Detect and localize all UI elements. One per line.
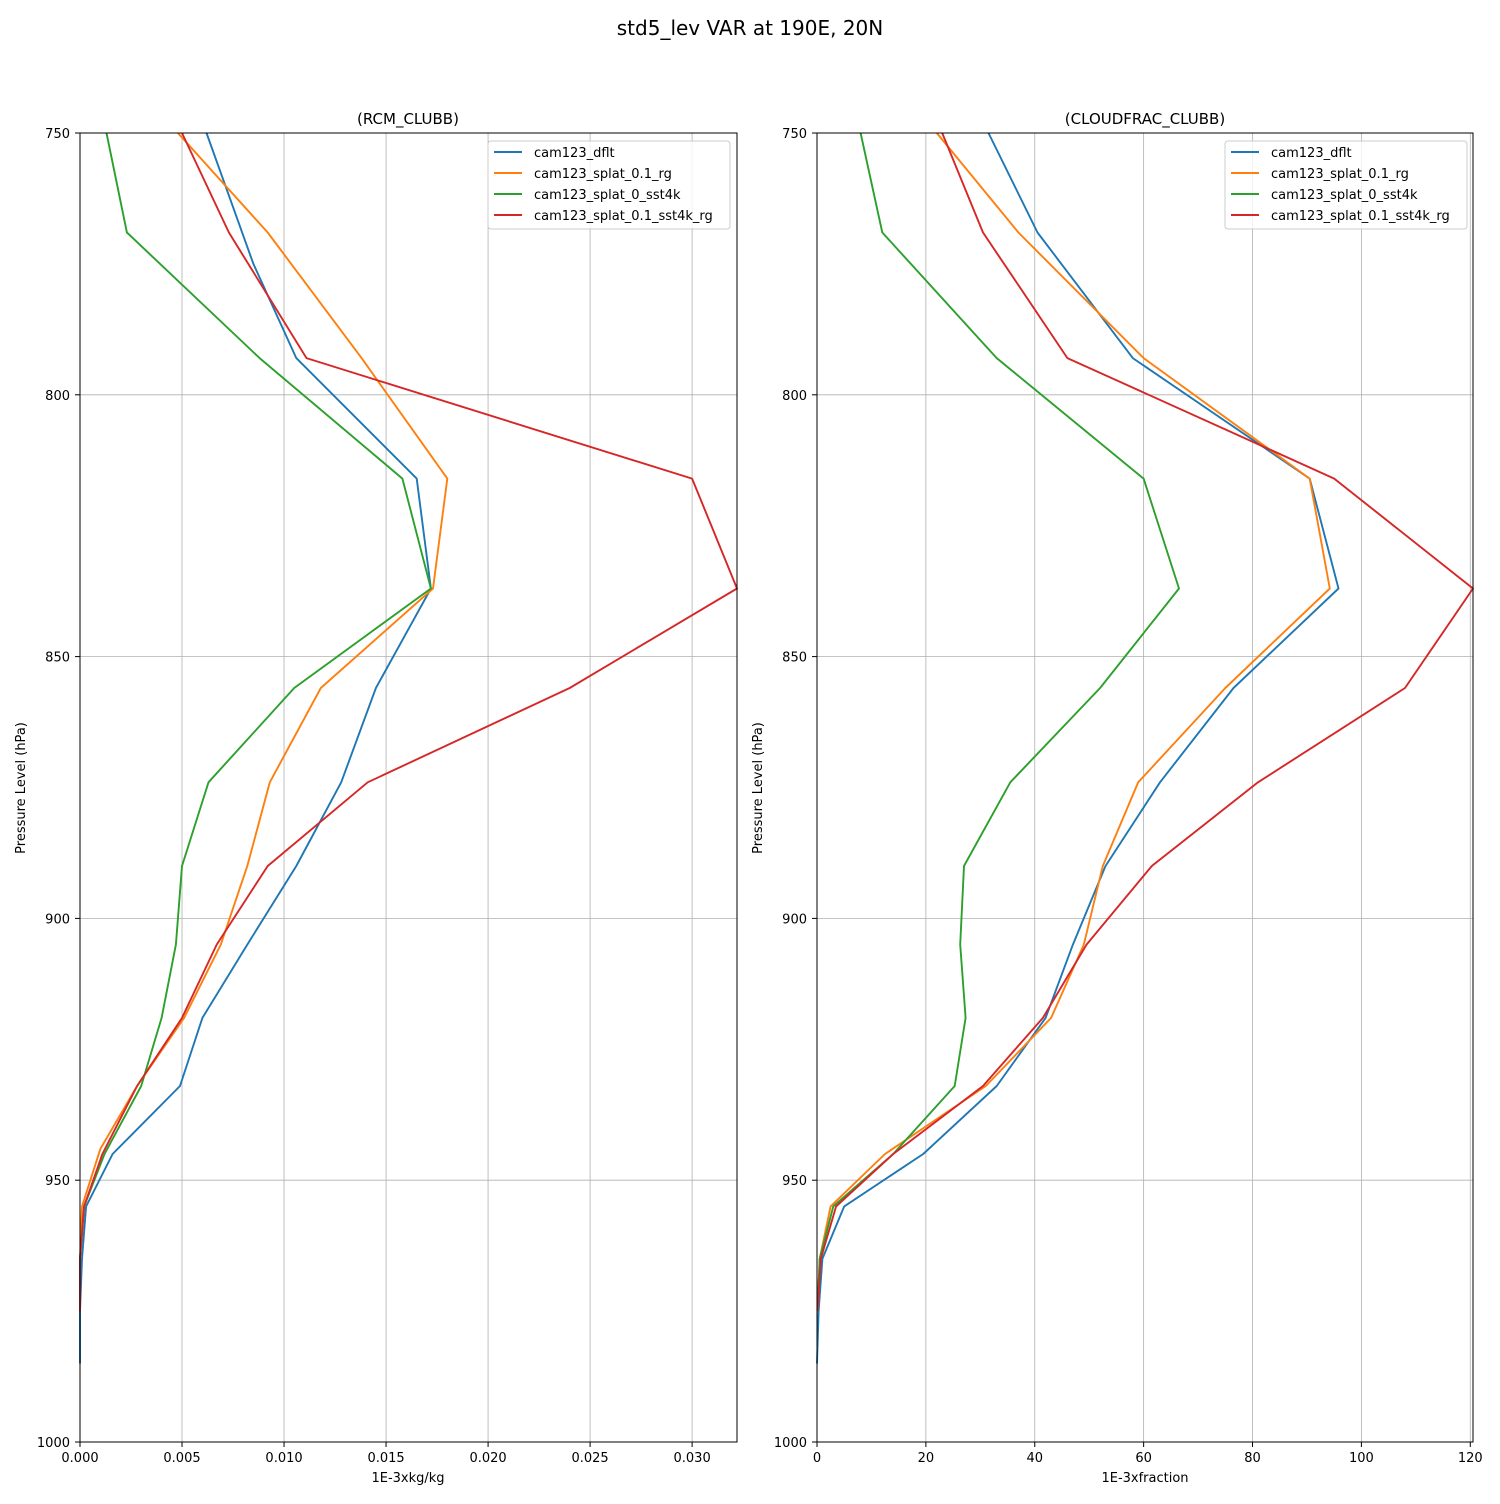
right-series-cam123_splat_0.1_sst4k_rg: [816, 132, 1474, 1312]
right-series-cam123_dflt: [816, 132, 1340, 1364]
right-legend-label-0: cam123_dflt: [1271, 146, 1352, 161]
right-xtick-label-6: 120: [1458, 1451, 1483, 1466]
right-ytick-label-3: 900: [782, 912, 807, 927]
right-legend-label-3: cam123_splat_0.1_sst4k_rg: [1271, 209, 1450, 224]
right-ytick-label-2: 850: [782, 651, 807, 666]
left-panel-ylabel: Pressure Level (hPa): [14, 722, 29, 854]
left-xtick-label-5: 0.025: [571, 1451, 608, 1466]
right-xtick-label-4: 80: [1244, 1451, 1261, 1466]
left-legend-label-0: cam123_dflt: [534, 146, 615, 161]
right-panel-yticks: 750 800 850 900 950 1000: [774, 127, 817, 1451]
left-series-cam123_splat_0.1_rg: [79, 132, 449, 1312]
left-ytick-label-4: 950: [45, 1174, 70, 1189]
left-xtick-label-1: 0.005: [163, 1451, 200, 1466]
left-panel-legend: cam123_dflt cam123_splat_0.1_rg cam123_s…: [487, 140, 731, 230]
left-xtick-label-0: 0.000: [61, 1451, 98, 1466]
left-xtick-label-2: 0.010: [265, 1451, 302, 1466]
right-series-cam123_splat_0_sst4k: [816, 132, 1180, 1312]
left-xtick-label-4: 0.020: [469, 1451, 506, 1466]
right-xtick-label-5: 100: [1349, 1451, 1374, 1466]
right-panel-xticks: 0 20 40 60 80 100 120: [813, 1442, 1483, 1466]
right-ytick-label-1: 800: [782, 389, 807, 404]
right-legend-label-2: cam123_splat_0_sst4k: [1271, 188, 1418, 203]
left-ytick-label-2: 850: [45, 651, 70, 666]
left-legend-label-2: cam123_splat_0_sst4k: [534, 188, 681, 203]
left-legend-box: [487, 140, 731, 230]
left-panel-series: [79, 132, 738, 1364]
right-legend-label-1: cam123_splat_0.1_rg: [1271, 167, 1409, 182]
left-panel-xlabel: 1E-3xkg/kg: [371, 1471, 444, 1486]
right-series-cam123_splat_0.1_rg: [816, 132, 1331, 1312]
right-panel-title: (CLOUDFRAC_CLUBB): [1065, 110, 1225, 129]
left-panel-xticks: 0.000 0.005 0.010 0.015 0.020 0.025 0.030: [61, 1442, 711, 1466]
right-ytick-label-0: 750: [782, 127, 807, 142]
left-xtick-label-6: 0.030: [674, 1451, 711, 1466]
right-panel: 0 20 40 60 80 100 120 750 800 850 900 950 1000 (CLO…: [751, 110, 1483, 1486]
left-ytick-label-0: 750: [45, 127, 70, 142]
left-ytick-label-5: 1000: [37, 1436, 70, 1451]
left-series-cam123_splat_0.1_sst4k_rg: [79, 132, 738, 1312]
right-xtick-label-1: 20: [918, 1451, 935, 1466]
left-panel: 0.000 0.005 0.010 0.015 0.020 0.025 0.030 750 8…: [14, 110, 738, 1486]
right-panel-series: [816, 132, 1474, 1364]
right-panel-xlabel: 1E-3xfraction: [1101, 1471, 1188, 1486]
right-legend-box: [1224, 140, 1468, 230]
right-panel-ylabel: Pressure Level (hPa): [751, 722, 766, 854]
right-xtick-label-3: 60: [1135, 1451, 1152, 1466]
left-ytick-label-3: 900: [45, 912, 70, 927]
left-legend-label-1: cam123_splat_0.1_rg: [534, 167, 672, 182]
left-panel-yticks: 750 800 850 900 950 1000: [37, 127, 80, 1451]
left-panel-frame: [79, 132, 738, 1443]
figure-title: std5_lev VAR at 190E, 20N: [616, 16, 884, 40]
left-panel-grid: [79, 132, 737, 1443]
right-xtick-label-0: 0: [813, 1451, 821, 1466]
left-ytick-label-1: 800: [45, 389, 70, 404]
left-xtick-label-3: 0.015: [367, 1451, 404, 1466]
left-series-cam123_dflt: [79, 132, 432, 1364]
right-panel-legend: cam123_dflt cam123_splat_0.1_rg cam123_s…: [1224, 140, 1468, 230]
left-panel-title: (RCM_CLUBB): [357, 110, 459, 129]
right-panel-frame: [816, 132, 1474, 1443]
right-xtick-label-2: 40: [1026, 1451, 1043, 1466]
right-ytick-label-4: 950: [782, 1174, 807, 1189]
right-panel-grid: [816, 132, 1473, 1443]
right-ytick-label-5: 1000: [774, 1436, 807, 1451]
left-legend-label-3: cam123_splat_0.1_sst4k_rg: [534, 209, 713, 224]
